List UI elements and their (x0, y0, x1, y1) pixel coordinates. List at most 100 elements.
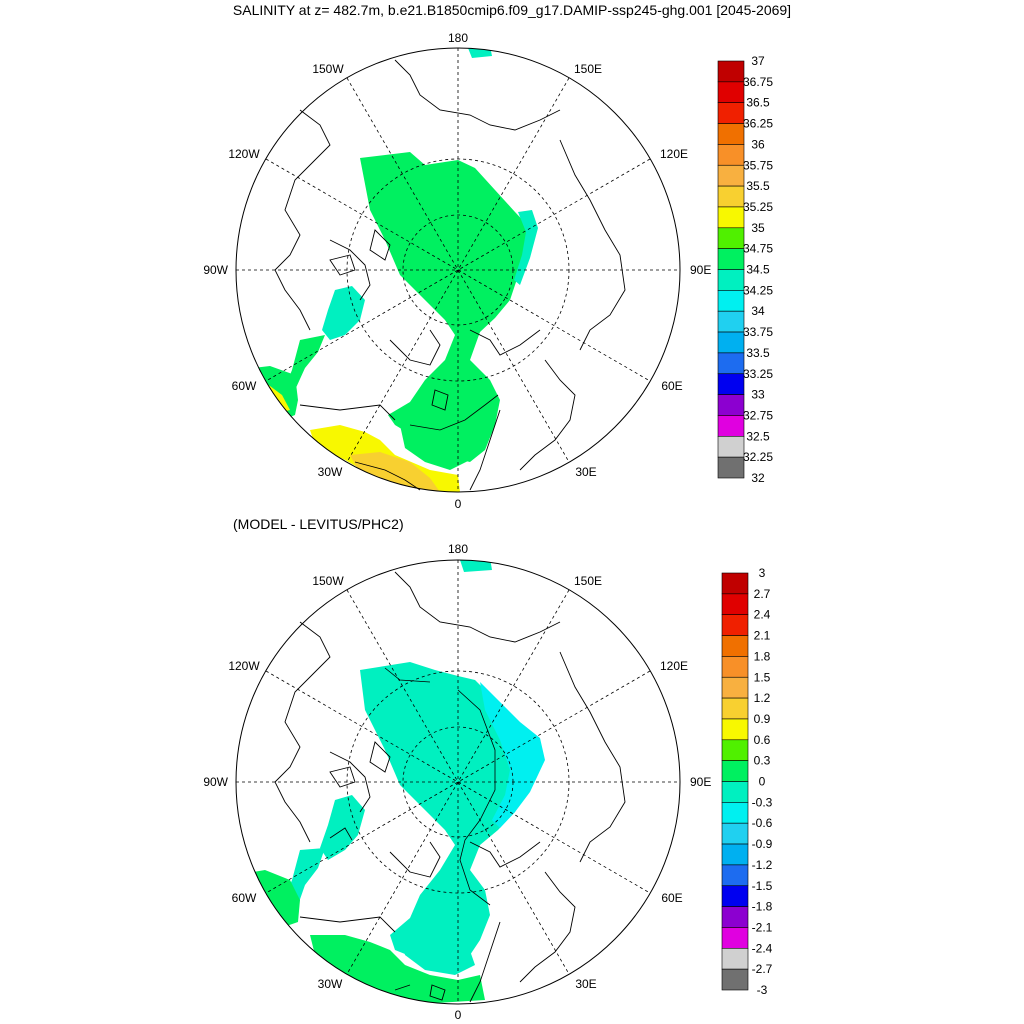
bottom-map-swatch-2 (721, 614, 749, 636)
top-map-label-19: 32.25 (743, 450, 773, 464)
bottom-map-label-9: 0.3 (754, 754, 771, 768)
top-map-swatch-7 (717, 206, 745, 229)
bottom-label-30e: 30E (575, 977, 596, 991)
top-map-label-16: 33 (751, 388, 765, 402)
bottom-contours (329, 667, 496, 991)
top-map-label-12: 34 (751, 304, 765, 318)
top-label-120e: 120E (660, 147, 688, 161)
top-map-swatch-3 (717, 123, 745, 145)
bottom-label-120e: 120E (660, 659, 688, 673)
top-label-30e: 30E (575, 465, 596, 479)
top-map-label-20: 32 (751, 471, 765, 485)
bottom-label-60w: 60W (232, 891, 257, 905)
bottom-map-label-14: -1.2 (752, 858, 773, 872)
top-map-label-4: 36 (751, 137, 765, 151)
top-laptev-edge-field (514, 210, 538, 285)
top-nordic-gold-field (350, 452, 440, 492)
bottom-map-label-19: -2.7 (752, 962, 773, 976)
bottom-label-90e: 90E (690, 775, 711, 789)
top-coastlines (274, 59, 626, 491)
figure-title: SALINITY at z= 482.7m, b.e21.B1850cmip6.… (232, 2, 792, 18)
top-map-swatch-16 (717, 394, 745, 416)
bottom-graticule (236, 560, 680, 1004)
bottom-map-swatch-0 (721, 572, 749, 595)
top-bering-field (468, 48, 492, 58)
bottom-map-swatch-6 (721, 697, 749, 720)
bottom-map-swatch-10 (721, 781, 749, 803)
top-map-label-11: 34.25 (743, 283, 773, 297)
top-map-label-17: 32.75 (743, 408, 773, 422)
bottom-map-label-13: -0.9 (752, 837, 773, 851)
top-graticule (236, 48, 680, 492)
bottom-map-label-5: 1.5 (754, 670, 771, 684)
bottom-label-150e: 150E (574, 574, 602, 588)
top-baffin-field (322, 286, 365, 340)
top-colorbar: 37 36.75 36.5 36.25 36 35.75 35.5 35.25 35 34.75 3… (717, 54, 773, 485)
bottom-meridian-labels: 180 0 90W 90E 150W 150E 120W 120E 60W 60… (203, 542, 711, 1022)
bottom-label-90w: 90W (203, 775, 228, 789)
top-map-swatch-11 (717, 290, 745, 312)
bottom-map-swatch-14 (721, 864, 749, 887)
top-map-label-13: 33.75 (743, 325, 773, 339)
bottom-map-label-1: 2.7 (754, 587, 771, 601)
top-map-swatch-8 (717, 227, 745, 249)
top-map-label-14: 33.5 (746, 346, 770, 360)
bottom-map-swatch-4 (721, 656, 749, 678)
bottom-label-60e: 60E (661, 891, 682, 905)
bottom-map-label-7: 0.9 (754, 712, 771, 726)
bottom-nordic-green-field (310, 935, 485, 1004)
top-label-60w: 60W (232, 379, 257, 393)
bottom-map-swatch-9 (721, 760, 749, 782)
top-map-swatch-15 (717, 373, 745, 395)
top-arctic-basin-field (360, 152, 530, 462)
top-map-swatch-9 (717, 248, 745, 270)
top-map-swatch-1 (717, 81, 745, 103)
top-map-swatch-14 (717, 352, 745, 375)
top-label-180: 180 (448, 31, 468, 45)
bottom-baffin-field (320, 795, 365, 860)
bottom-map-frame (235, 559, 681, 1005)
top-map-swatch-12 (717, 310, 745, 333)
top-polar-map: 180 0 90W 90E 150W 150E 120W 120E 60W 60… (203, 31, 773, 511)
bottom-map-swatch-11 (721, 802, 749, 824)
bottom-map-swatch-18 (721, 947, 749, 970)
bottom-map-fields (236, 560, 545, 1004)
bottom-label-150w: 150W (312, 574, 344, 588)
bottom-map-label-15: -1.5 (752, 879, 773, 893)
bottom-arctic-basin-field (360, 662, 540, 968)
bottom-map-swatch-19 (721, 968, 749, 991)
bottom-colorbar: 3 2.7 2.4 2.1 1.8 1.5 1.2 0.9 0.6 0.3 0 -0.3 -0.6 -0.… (721, 566, 773, 997)
top-meridian-labels: 180 0 90W 90E 150W 150E 120W 120E 60W 60… (203, 31, 711, 511)
bottom-map-label-18: -2.4 (752, 941, 773, 955)
top-map-swatch-2 (717, 102, 745, 124)
top-label-150e: 150E (574, 62, 602, 76)
top-label-90w: 90W (203, 263, 228, 277)
top-map-swatch-19 (717, 456, 745, 479)
top-contours (354, 394, 499, 491)
top-map-swatch-4 (717, 144, 745, 166)
bottom-east-edge-field (480, 682, 545, 828)
top-map-frame (235, 47, 681, 493)
top-map-swatch-17 (717, 415, 745, 437)
top-map-label-2: 36.5 (746, 96, 770, 110)
top-map-swatch-6 (717, 185, 745, 208)
top-map-fields (236, 48, 538, 492)
bottom-map-label-10: 0 (759, 775, 766, 789)
bottom-map-label-2: 2.4 (754, 608, 771, 622)
top-map-swatch-0 (717, 60, 745, 83)
top-map-label-10: 34.5 (746, 263, 770, 277)
top-label-150w: 150W (312, 62, 344, 76)
difference-subtitle: (MODEL - LEVITUS/PHC2) (233, 516, 404, 532)
bottom-map-label-16: -1.8 (752, 900, 773, 914)
top-label-60e: 60E (661, 379, 682, 393)
top-map-label-7: 35.25 (743, 200, 773, 214)
bottom-label-180: 180 (448, 542, 468, 556)
bottom-map-swatch-17 (721, 927, 749, 949)
bottom-map-label-20: -3 (757, 983, 768, 997)
top-map-label-15: 33.25 (743, 367, 773, 381)
bottom-map-label-0: 3 (759, 566, 766, 580)
top-label-30w: 30W (318, 465, 343, 479)
top-label-120w: 120W (228, 147, 260, 161)
top-label-0: 0 (455, 497, 462, 511)
